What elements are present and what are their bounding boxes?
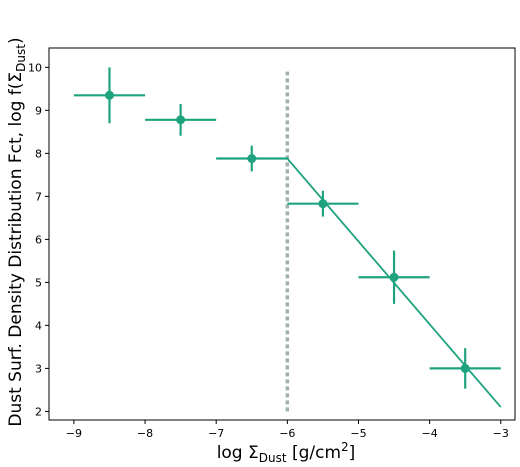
point-marker — [104, 90, 114, 100]
y-tick-label: 3 — [35, 362, 42, 375]
point-marker — [247, 154, 257, 164]
data-point — [287, 190, 359, 217]
x-tick-label: −3 — [493, 427, 509, 440]
y-tick-label: 2 — [35, 405, 42, 418]
y-axis-label: Dust Surf. Density Distribution Fct, log… — [6, 37, 28, 426]
point-marker — [389, 272, 399, 282]
y-tick-label: 7 — [35, 190, 42, 203]
y-tick-label: 10 — [28, 61, 42, 74]
point-marker — [318, 199, 328, 209]
x-tick-label: −7 — [208, 427, 224, 440]
x-tick-label: −6 — [279, 427, 295, 440]
x-axis-label: log ΣDust [g/cm2] — [217, 440, 356, 465]
y-tick-label: 9 — [35, 104, 42, 117]
data-points — [73, 67, 501, 389]
y-tick-label: 8 — [35, 147, 42, 160]
point-marker — [460, 363, 470, 373]
data-point — [73, 67, 146, 124]
x-tick-label: −5 — [350, 427, 366, 440]
data-point — [145, 103, 217, 136]
x-tick-label: −9 — [66, 427, 82, 440]
data-point — [216, 145, 288, 172]
data-point — [358, 250, 430, 304]
x-tick-label: −8 — [137, 427, 153, 440]
fit-line — [216, 157, 502, 408]
y-tick-label: 4 — [35, 319, 42, 332]
data-point — [429, 348, 501, 389]
x-tick-label: −4 — [422, 427, 438, 440]
y-tick-label: 6 — [35, 233, 42, 246]
y-axis-ticks: 2 3 4 5 6 7 8 9 10 — [28, 61, 49, 418]
y-tick-label: 5 — [35, 276, 42, 289]
x-axis-ticks: −9 −8 −7 −6 −5 −4 −3 — [66, 420, 509, 440]
point-marker — [176, 115, 186, 125]
plot-area — [48, 47, 516, 421]
